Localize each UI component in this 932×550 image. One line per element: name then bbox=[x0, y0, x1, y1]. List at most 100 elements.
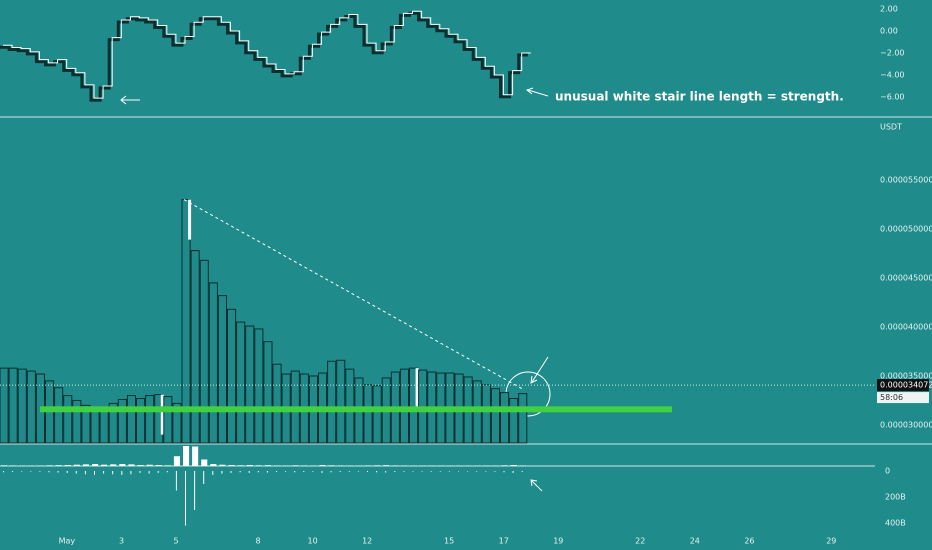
volume-bar-top bbox=[255, 465, 262, 466]
bar bbox=[8, 367, 18, 444]
volume-bar-top bbox=[192, 446, 199, 466]
bar bbox=[117, 398, 127, 444]
volume-bar bbox=[221, 471, 223, 474]
volume-bar bbox=[185, 471, 186, 526]
volume-tick-label: 200B bbox=[885, 493, 906, 502]
volume-bar bbox=[303, 471, 305, 473]
volume-bar bbox=[348, 471, 350, 472]
volume-bar bbox=[21, 471, 23, 472]
bar bbox=[63, 395, 73, 444]
volume-bar bbox=[30, 471, 32, 472]
volume-bar bbox=[439, 471, 441, 472]
x-tick-label: 5 bbox=[174, 537, 179, 546]
osc-tick-label: 0.00 bbox=[880, 27, 898, 36]
bar-highlight bbox=[415, 368, 419, 409]
volume-bar bbox=[84, 471, 86, 475]
volume-bar-top bbox=[55, 465, 62, 466]
x-tick-label: 15 bbox=[444, 537, 454, 546]
volume-bar-top bbox=[219, 464, 226, 466]
bar bbox=[145, 395, 155, 444]
osc-tick-label: 2.00 bbox=[880, 5, 898, 14]
bar bbox=[172, 402, 182, 444]
volume-bar bbox=[512, 471, 514, 473]
volume-bar bbox=[166, 471, 168, 473]
arrow bbox=[531, 480, 543, 492]
volume-bar-top bbox=[73, 464, 80, 466]
bar bbox=[245, 325, 255, 444]
volume-bar-top bbox=[183, 446, 190, 466]
volume-bar bbox=[485, 471, 487, 472]
bar bbox=[272, 363, 282, 444]
bar bbox=[254, 328, 264, 444]
volume-bar bbox=[339, 471, 341, 473]
bar bbox=[217, 295, 227, 444]
volume-bar bbox=[503, 471, 505, 473]
volume-bar bbox=[476, 471, 478, 472]
volume-bar bbox=[330, 471, 332, 473]
volume-bar-top bbox=[128, 464, 135, 466]
volume-bar-top bbox=[10, 465, 17, 466]
volume-bar bbox=[458, 471, 459, 472]
volume-bar-top bbox=[119, 464, 126, 466]
volume-bar bbox=[230, 471, 232, 473]
volume-bar-top bbox=[46, 465, 53, 466]
volume-bar-top bbox=[101, 464, 108, 466]
volume-bar bbox=[321, 471, 323, 473]
currency-label: USDT bbox=[880, 123, 902, 132]
x-tick-label: 3 bbox=[119, 537, 124, 546]
volume-bar bbox=[421, 471, 423, 472]
volume-bar-top bbox=[173, 456, 180, 466]
bar bbox=[345, 368, 355, 444]
bar bbox=[72, 399, 82, 444]
volume-bar bbox=[3, 471, 4, 473]
bar bbox=[500, 392, 510, 444]
x-tick-label: 17 bbox=[499, 537, 509, 546]
countdown-tag bbox=[877, 392, 929, 404]
volume-bar bbox=[385, 471, 387, 473]
volume-bar-top bbox=[210, 464, 217, 466]
arrow bbox=[531, 356, 549, 383]
bar bbox=[108, 402, 118, 444]
x-tick-label: 29 bbox=[826, 537, 836, 546]
volume-bar bbox=[48, 471, 50, 473]
volume-bar bbox=[448, 471, 450, 472]
bar bbox=[372, 385, 382, 444]
bar bbox=[181, 199, 191, 444]
volume-bar-top bbox=[274, 465, 281, 466]
volume-bar bbox=[75, 471, 77, 474]
osc-white-line bbox=[3, 10, 531, 99]
volume-bar bbox=[148, 471, 150, 474]
bar bbox=[54, 387, 64, 444]
volume-bar bbox=[239, 471, 241, 473]
volume-bar-top bbox=[264, 465, 271, 466]
volume-bar bbox=[130, 471, 132, 475]
bar bbox=[227, 308, 237, 444]
x-tick-label: 8 bbox=[255, 537, 260, 546]
volume-bar bbox=[139, 471, 141, 473]
volume-bar bbox=[521, 471, 523, 473]
volume-bar-top bbox=[228, 465, 235, 466]
bar bbox=[208, 282, 218, 444]
volume-bar bbox=[494, 471, 496, 472]
y-tick-label: 0.000050000 bbox=[880, 224, 932, 233]
y-tick-label: 0.000045000 bbox=[880, 273, 932, 282]
volume-bar bbox=[39, 471, 41, 472]
annotation: unusual white stair line length = streng… bbox=[555, 90, 844, 104]
volume-bar-top bbox=[365, 465, 372, 466]
bar bbox=[126, 395, 137, 444]
volume-bar bbox=[203, 471, 205, 484]
price-tag bbox=[877, 379, 929, 392]
volume-bar bbox=[376, 471, 378, 473]
arrow-head bbox=[525, 87, 534, 95]
bar bbox=[136, 398, 146, 444]
x-tick-label: 26 bbox=[744, 537, 754, 546]
volume-bar bbox=[257, 471, 259, 473]
volume-bar bbox=[357, 471, 359, 472]
volume-bar bbox=[212, 471, 214, 475]
osc-tick-label: −2.00 bbox=[880, 49, 905, 58]
osc-tick-label: −4.00 bbox=[880, 70, 905, 79]
y-tick-label: 0.000040000 bbox=[880, 322, 932, 331]
bar bbox=[17, 368, 27, 444]
bar bbox=[263, 341, 273, 444]
